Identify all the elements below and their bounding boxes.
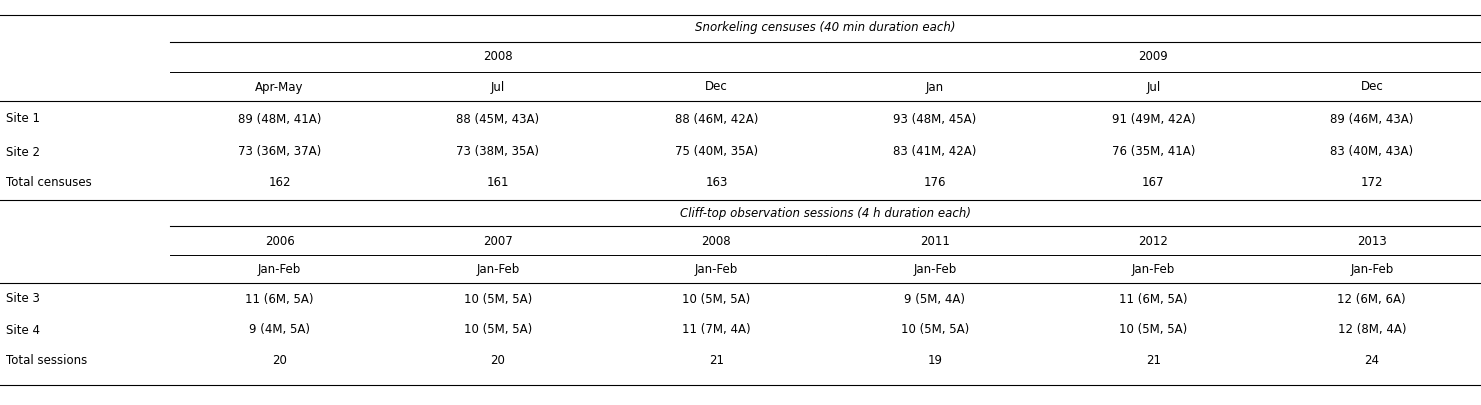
Text: Jan-Feb: Jan-Feb (914, 264, 957, 277)
Text: 20: 20 (273, 354, 287, 367)
Text: 163: 163 (705, 177, 727, 190)
Text: 75 (40M, 35A): 75 (40M, 35A) (675, 145, 758, 158)
Text: Site 3: Site 3 (6, 292, 40, 305)
Text: Total sessions: Total sessions (6, 354, 87, 367)
Text: 12 (6M, 6A): 12 (6M, 6A) (1337, 292, 1405, 305)
Text: 11 (6M, 5A): 11 (6M, 5A) (246, 292, 314, 305)
Text: Jan-Feb: Jan-Feb (258, 264, 301, 277)
Text: 91 (49M, 42A): 91 (49M, 42A) (1112, 113, 1195, 126)
Text: 176: 176 (924, 177, 946, 190)
Text: 2008: 2008 (483, 51, 512, 64)
Text: 89 (46M, 43A): 89 (46M, 43A) (1330, 113, 1413, 126)
Text: 2008: 2008 (702, 234, 732, 247)
Text: Snorkeling censuses (40 min duration each): Snorkeling censuses (40 min duration eac… (696, 21, 955, 34)
Text: 2006: 2006 (265, 234, 295, 247)
Text: 161: 161 (487, 177, 509, 190)
Text: 167: 167 (1142, 177, 1164, 190)
Text: 88 (45M, 43A): 88 (45M, 43A) (456, 113, 539, 126)
Text: 9 (5M, 4A): 9 (5M, 4A) (905, 292, 966, 305)
Text: 73 (38M, 35A): 73 (38M, 35A) (456, 145, 539, 158)
Text: 76 (35M, 41A): 76 (35M, 41A) (1112, 145, 1195, 158)
Text: 2011: 2011 (920, 234, 949, 247)
Text: Jul: Jul (1146, 81, 1161, 94)
Text: 93 (48M, 45A): 93 (48M, 45A) (893, 113, 976, 126)
Text: Total censuses: Total censuses (6, 177, 92, 190)
Text: Jan-Feb: Jan-Feb (1351, 264, 1394, 277)
Text: Site 2: Site 2 (6, 145, 40, 158)
Text: 11 (6M, 5A): 11 (6M, 5A) (1120, 292, 1188, 305)
Text: 12 (8M, 4A): 12 (8M, 4A) (1337, 324, 1405, 337)
Text: 11 (7M, 4A): 11 (7M, 4A) (683, 324, 751, 337)
Text: 10 (5M, 5A): 10 (5M, 5A) (683, 292, 751, 305)
Text: 2012: 2012 (1139, 234, 1169, 247)
Text: 83 (40M, 43A): 83 (40M, 43A) (1330, 145, 1413, 158)
Text: 10 (5M, 5A): 10 (5M, 5A) (464, 324, 532, 337)
Text: 172: 172 (1361, 177, 1383, 190)
Text: 2013: 2013 (1357, 234, 1386, 247)
Text: 19: 19 (927, 354, 942, 367)
Text: Dec: Dec (705, 81, 727, 94)
Text: 162: 162 (268, 177, 290, 190)
Text: 89 (48M, 41A): 89 (48M, 41A) (238, 113, 321, 126)
Text: Jan: Jan (926, 81, 943, 94)
Text: Site 1: Site 1 (6, 113, 40, 126)
Text: 10 (5M, 5A): 10 (5M, 5A) (1120, 324, 1188, 337)
Text: Jan-Feb: Jan-Feb (1131, 264, 1174, 277)
Text: 10 (5M, 5A): 10 (5M, 5A) (900, 324, 969, 337)
Text: Jan-Feb: Jan-Feb (477, 264, 520, 277)
Text: Apr-May: Apr-May (255, 81, 304, 94)
Text: 9 (4M, 5A): 9 (4M, 5A) (249, 324, 310, 337)
Text: Jan-Feb: Jan-Feb (695, 264, 738, 277)
Text: 21: 21 (709, 354, 724, 367)
Text: Site 4: Site 4 (6, 324, 40, 337)
Text: 20: 20 (490, 354, 505, 367)
Text: 10 (5M, 5A): 10 (5M, 5A) (464, 292, 532, 305)
Text: Jul: Jul (490, 81, 505, 94)
Text: 2007: 2007 (483, 234, 512, 247)
Text: 21: 21 (1146, 354, 1161, 367)
Text: 24: 24 (1364, 354, 1379, 367)
Text: 2009: 2009 (1139, 51, 1169, 64)
Text: Cliff-top observation sessions (4 h duration each): Cliff-top observation sessions (4 h dura… (680, 207, 972, 220)
Text: 73 (36M, 37A): 73 (36M, 37A) (238, 145, 321, 158)
Text: Dec: Dec (1361, 81, 1383, 94)
Text: 88 (46M, 42A): 88 (46M, 42A) (675, 113, 758, 126)
Text: 83 (41M, 42A): 83 (41M, 42A) (893, 145, 976, 158)
